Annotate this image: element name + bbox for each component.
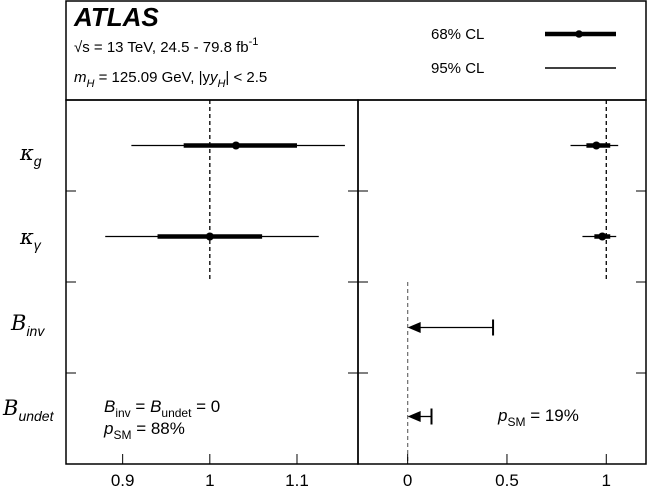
left-central-point-kappa_g [231, 141, 240, 150]
x-axis-ticks: 0.9 1 1.1 0 0.5 1 [111, 454, 611, 490]
energy-label: √s = 13 TeV, 24.5 - 79.8 fb-1 [74, 36, 258, 56]
left-annotation-line2: pSM = 88% [103, 419, 185, 442]
left-xtick-label: 1 [205, 471, 214, 490]
limit-arrowhead-B_undet [407, 411, 421, 422]
left-annotation-line1: Binv = Bundet = 0 [104, 397, 220, 420]
param-label-kappa-g: κg [19, 141, 42, 169]
right-central-point-kappa_gamma [598, 232, 607, 241]
param-label-b-undet: Bundet [2, 396, 55, 424]
data-marks [105, 141, 619, 425]
right-xtick-label: 0.5 [495, 471, 519, 490]
reference-lines [209, 100, 607, 464]
right-xtick-label: 1 [602, 471, 611, 490]
legend-label-68: 68% CL [431, 26, 484, 43]
legend-label-95: 95% CL [431, 60, 484, 77]
mass-label: mH = 125.09 GeV, |yyH| < 2.5 [74, 69, 267, 90]
right-xtick-label: 0 [403, 471, 412, 490]
left-xtick-label: 1.1 [285, 471, 309, 490]
right-central-point-kappa_g [592, 141, 601, 150]
limit-arrowhead-B_inv [407, 322, 421, 333]
right-annotation: pSM = 19% [497, 406, 579, 429]
param-label-kappa-gamma: κγ [19, 225, 42, 253]
legend-dot-68 [575, 30, 583, 38]
row-separator-ticks [66, 190, 646, 374]
left-central-point-kappa_gamma [205, 232, 214, 241]
left-xtick-label: 0.9 [111, 471, 135, 490]
chart-title: ATLAS [73, 2, 159, 32]
param-label-b-inv: Binv [10, 311, 45, 339]
